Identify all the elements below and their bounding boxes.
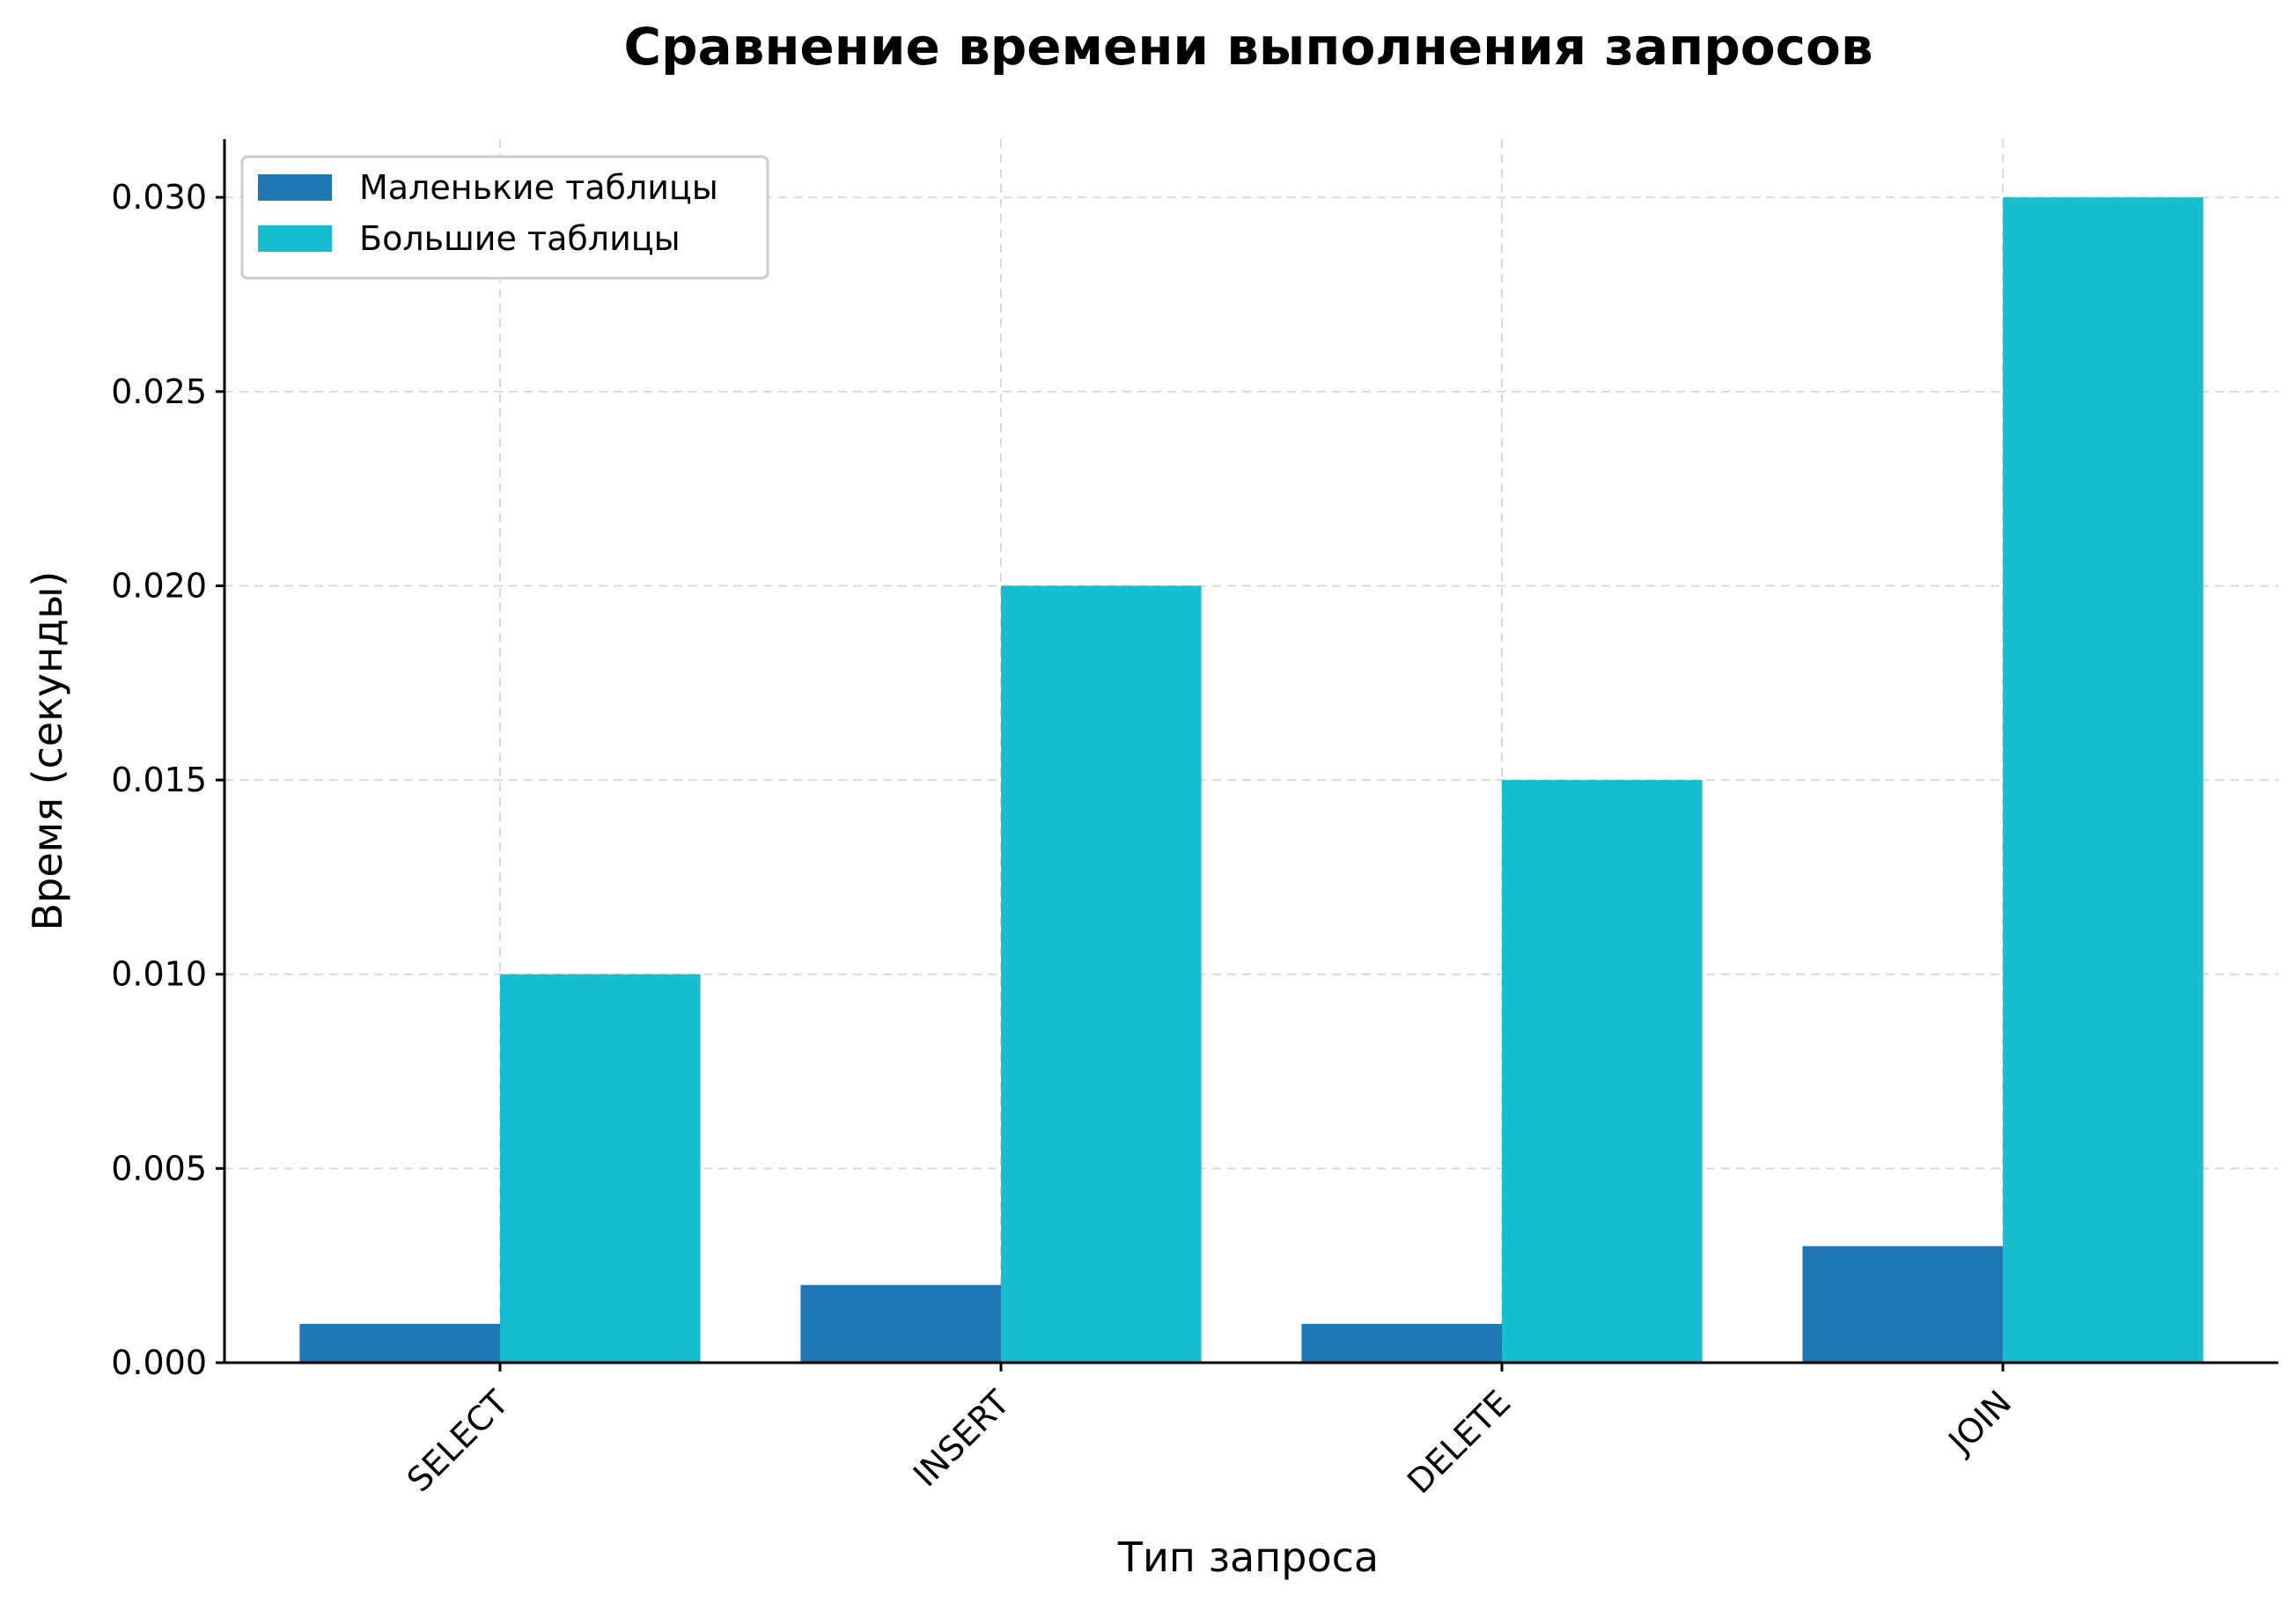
legend-label: Большие таблицы — [359, 219, 681, 258]
y-tick-label: 0.000 — [111, 1343, 207, 1382]
y-tick-label: 0.015 — [111, 761, 207, 799]
y-tick-label: 0.010 — [111, 955, 207, 994]
x-tick-label: JOIN — [1940, 1383, 2020, 1462]
x-tick-label: INSERT — [906, 1383, 1018, 1495]
legend-label: Маленькие таблицы — [359, 168, 718, 207]
bar-large-join — [2003, 197, 2204, 1364]
x-axis-label: Тип запроса — [1117, 1533, 1379, 1581]
x-tick-label: DELETE — [1400, 1383, 1518, 1501]
x-tick-label: SELECT — [400, 1382, 517, 1499]
x-axis-ticks: SELECT INSERT DELETE JOIN — [400, 1363, 2019, 1501]
legend-swatch — [258, 225, 332, 252]
legend: Маленькие таблицы Большие таблицы — [240, 155, 769, 280]
y-tick-label: 0.005 — [111, 1149, 207, 1188]
y-tick-label: 0.025 — [111, 372, 207, 411]
legend-box — [240, 155, 769, 280]
chart-title: Сравнение времени выполнения запросов — [623, 17, 1873, 77]
axes — [223, 139, 2278, 1364]
bar-small-join — [1802, 1246, 2004, 1363]
y-axis-ticks: 0.000 0.005 0.010 0.015 0.020 0.025 0.030 — [111, 178, 224, 1382]
bar-small-delete — [1301, 1323, 1503, 1363]
bar-large-delete — [1502, 780, 1703, 1363]
bar-small-select — [299, 1323, 500, 1363]
y-tick-label: 0.020 — [111, 566, 207, 605]
legend-swatch — [258, 174, 332, 201]
bar-large-insert — [1000, 585, 1202, 1363]
bars — [299, 197, 2204, 1364]
bar-small-insert — [800, 1284, 1001, 1363]
y-axis-label: Время (секунды) — [24, 571, 71, 931]
y-tick-label: 0.030 — [111, 178, 207, 217]
bar-large-select — [499, 974, 701, 1363]
